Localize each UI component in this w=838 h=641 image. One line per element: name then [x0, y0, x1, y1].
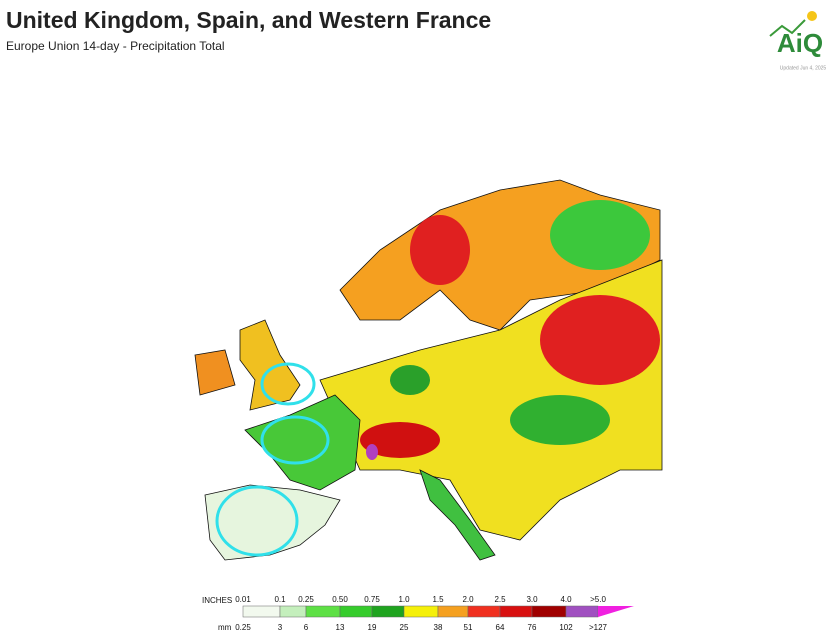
logo-text: AiQ [777, 28, 823, 58]
great-britain [239, 319, 301, 411]
legend-mm: 51 [464, 623, 473, 632]
legend-swatch [403, 605, 439, 618]
norway-area [410, 215, 470, 285]
legend-mm: 64 [496, 623, 505, 632]
subtitle: Europe Union 14-day - Precipitation Tota… [6, 39, 225, 53]
legend-swatch [437, 605, 469, 618]
highlight-circle [260, 362, 316, 406]
alps-peak [366, 444, 378, 460]
legend-mm: 38 [434, 623, 443, 632]
legend-inches: 3.0 [526, 595, 538, 604]
finland-area [550, 200, 650, 270]
legend-mm: 25 [400, 623, 409, 632]
legend-swatch [467, 605, 501, 618]
title: United Kingdom, Spain, and Western Franc… [6, 7, 491, 33]
legend-inches: 0.75 [364, 595, 380, 604]
legend-mm: 3 [278, 623, 283, 632]
alps-area [360, 422, 440, 458]
legend-inches: >5.0 [590, 595, 606, 604]
legend-inches: 2.5 [494, 595, 506, 604]
legend-swatch [598, 606, 634, 617]
france [244, 394, 361, 491]
highlight-circle [260, 415, 330, 465]
logo-sun [807, 11, 817, 21]
logo-line [769, 19, 806, 37]
legend-inches: 0.01 [235, 595, 251, 604]
legend-inches: 1.5 [432, 595, 444, 604]
ukraine-area [510, 395, 610, 445]
iberia [204, 484, 341, 561]
legend-inches: 0.50 [332, 595, 348, 604]
legend-inches: 1.0 [398, 595, 410, 604]
highlight-circles [215, 362, 330, 557]
legend-swatch [305, 605, 341, 618]
legend-mm: 102 [559, 623, 573, 632]
legend-swatch [371, 605, 405, 618]
legend-swatch [279, 605, 307, 618]
legend-inches: 4.0 [560, 595, 572, 604]
legend-mm: 19 [368, 623, 377, 632]
legend-swatch [499, 605, 533, 618]
legend-inches-label: INCHES [202, 596, 232, 605]
legend-swatch [242, 605, 281, 618]
legend-mm: >127 [589, 623, 608, 632]
map [194, 179, 663, 561]
legend-inches: 2.0 [462, 595, 474, 604]
legend-mm: 13 [336, 623, 345, 632]
legend-mm-label: mm [218, 623, 232, 632]
updated-date: Updated Jun 4, 2025 [780, 65, 827, 71]
legend-mm: 76 [528, 623, 537, 632]
legend-inches: 0.1 [274, 595, 286, 604]
legend-swatch [339, 605, 373, 618]
legend: INCHES mm 0.01 0.1 0.25 0.50 0.75 1.0 1.5 2.0 2.… [202, 595, 634, 632]
legend-mm: 0.25 [235, 623, 251, 632]
legend-swatch [531, 605, 567, 618]
legend-swatch [565, 605, 599, 618]
highlight-circle [215, 485, 299, 557]
germany-area [390, 365, 430, 395]
italy [419, 469, 496, 561]
legend-inches: 0.25 [298, 595, 314, 604]
ireland [194, 349, 236, 396]
logo: AiQ Updated Jun 4, 2025 [769, 11, 827, 71]
legend-mm: 6 [304, 623, 309, 632]
russia-area [540, 295, 660, 385]
